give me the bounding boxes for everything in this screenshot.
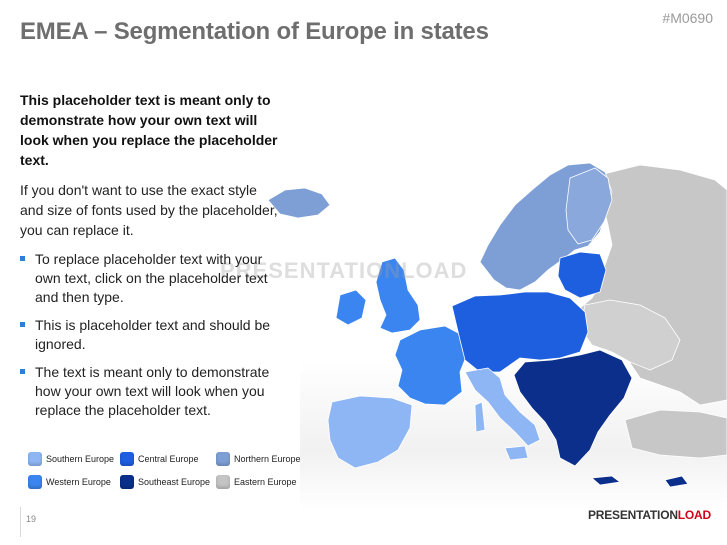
legend-swatch xyxy=(120,452,134,466)
legend-item-southeast-europe: Southeast Europe xyxy=(120,475,210,489)
legend-item-central-europe: Central Europe xyxy=(120,452,199,466)
region-western-europe-ireland[interactable] xyxy=(335,289,367,326)
bullet-list: To replace placeholder text with your ow… xyxy=(20,250,282,420)
region-southeast-europe[interactable] xyxy=(513,349,633,467)
intro-bold-text: This placeholder text is meant only to d… xyxy=(20,92,278,168)
region-southeast-europe-cyprus[interactable] xyxy=(664,475,689,488)
legend-swatch xyxy=(216,452,230,466)
region-northern-europe-iceland[interactable] xyxy=(267,187,331,219)
region-central-europe-main[interactable] xyxy=(451,291,589,373)
bullet-item: To replace placeholder text with your ow… xyxy=(20,250,282,307)
intro-text: If you don't want to use the exact style… xyxy=(20,182,278,238)
slide-code: #M0690 xyxy=(662,10,713,26)
region-southern-europe-italy[interactable] xyxy=(464,367,541,447)
watermark: PRESENTATIONLOAD xyxy=(220,258,468,283)
brand-logo: PRESENTATIONLOAD xyxy=(587,508,711,522)
legend-swatch xyxy=(120,475,134,489)
legend-item-eastern-europe: Eastern Europe xyxy=(216,475,297,489)
bullet-square-icon xyxy=(20,369,25,374)
bullet-item: This is placeholder text and should be i… xyxy=(20,316,282,354)
legend-item-southern-europe: Southern Europe xyxy=(28,452,114,466)
legend-item-northern-europe: Northern Europe xyxy=(216,452,301,466)
page-number: 19 xyxy=(26,514,37,524)
region-southern-europe-islands[interactable] xyxy=(474,401,486,433)
region-western-europe-france[interactable] xyxy=(394,325,469,406)
region-western-europe-britain[interactable] xyxy=(375,257,421,334)
bullet-square-icon xyxy=(20,322,25,327)
legend-item-western-europe: Western Europe xyxy=(28,475,111,489)
legend-swatch xyxy=(216,475,230,489)
page-title: EMEA – Segmentation of Europe in states xyxy=(20,18,489,45)
region-eastern-europe-ukraine[interactable] xyxy=(579,299,681,371)
region-northern-europe-finland[interactable] xyxy=(565,167,613,245)
legend-swatch xyxy=(28,452,42,466)
region-eastern-europe-turkey[interactable] xyxy=(624,409,727,459)
text-placeholder[interactable]: This placeholder text is meant only to d… xyxy=(20,90,282,429)
region-southern-europe-sicily[interactable] xyxy=(504,445,529,461)
bullet-square-icon xyxy=(20,256,25,261)
region-central-europe-baltics[interactable] xyxy=(557,251,607,299)
region-southeast-europe-crete[interactable] xyxy=(591,475,621,486)
footer-divider xyxy=(20,507,21,537)
bullet-item: The text is meant only to demonstrate ho… xyxy=(20,363,282,420)
legend-swatch xyxy=(28,475,42,489)
region-southern-europe-iberia[interactable] xyxy=(327,395,413,469)
